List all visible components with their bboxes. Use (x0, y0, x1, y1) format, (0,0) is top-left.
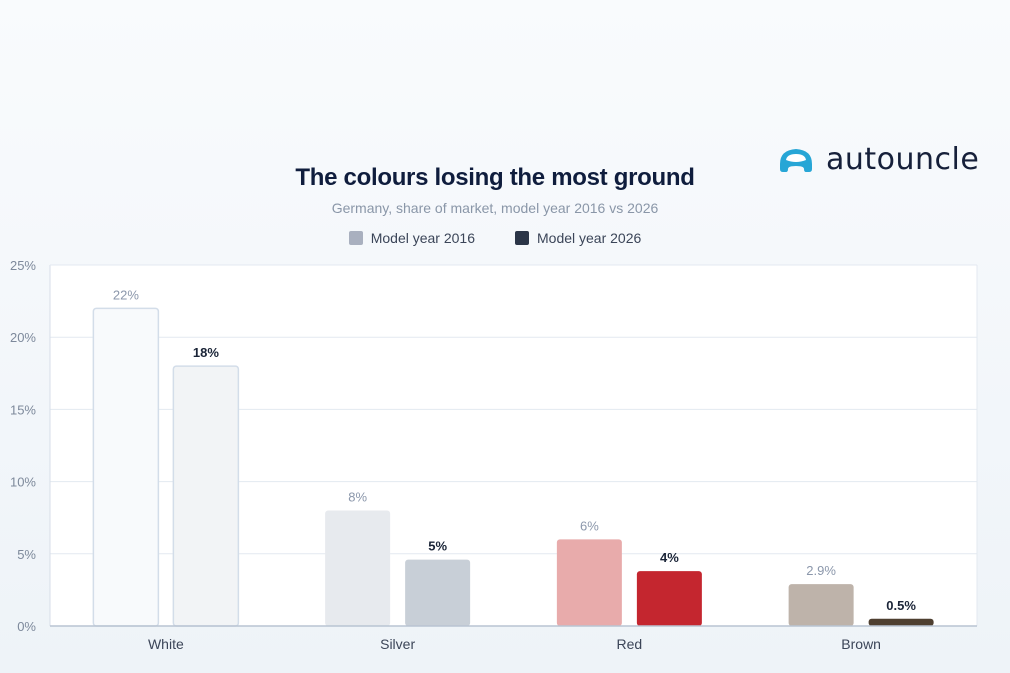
y-tick-label: 20% (10, 330, 36, 345)
legend-item-2016: Model year 2016 (348, 230, 475, 246)
x-tick-label: Brown (841, 636, 881, 652)
bar-white-2026 (172, 365, 240, 627)
bar-silver-2016 (325, 510, 391, 626)
bar-silver-2026 (405, 559, 471, 626)
y-tick-label: 10% (10, 475, 36, 490)
autouncle-logo: autouncle (776, 142, 979, 177)
y-tick-label: 0% (17, 619, 36, 634)
chart-legend: Model year 2016 Model year 2026 (0, 230, 990, 246)
legend-label-2026: Model year 2026 (537, 230, 642, 246)
legend-item-2026: Model year 2026 (515, 230, 641, 246)
bar-brown-2016 (788, 584, 854, 626)
bar-white-2016 (92, 307, 160, 627)
bar-red-2016 (556, 539, 622, 626)
y-tick-label: 15% (10, 402, 36, 417)
y-tick-label: 5% (17, 547, 36, 562)
data-label: 0.5% (886, 598, 916, 613)
data-label: 4% (660, 550, 679, 565)
x-tick-label: Red (617, 636, 643, 652)
data-label: 8% (348, 489, 367, 504)
legend-swatch-2026 (515, 231, 529, 245)
data-label: 18% (193, 345, 219, 360)
x-tick-label: Silver (380, 636, 415, 652)
car-icon (780, 148, 812, 172)
brand-name: autouncle (826, 142, 980, 177)
data-label: 6% (580, 518, 599, 533)
bar-red-2026 (636, 571, 702, 626)
y-tick-label: 25% (10, 258, 36, 273)
data-label: 22% (113, 287, 139, 302)
legend-swatch-2016 (348, 231, 363, 245)
x-tick-label: White (148, 636, 184, 652)
legend-label-2016: Model year 2016 (370, 230, 475, 246)
data-label: 5% (428, 539, 447, 554)
chart-subtitle: Germany, share of market, model year 201… (331, 200, 659, 216)
bar-brown-2026 (868, 618, 934, 626)
chart-title: The colours losing the most ground (295, 164, 695, 191)
data-label: 2.9% (806, 563, 836, 578)
